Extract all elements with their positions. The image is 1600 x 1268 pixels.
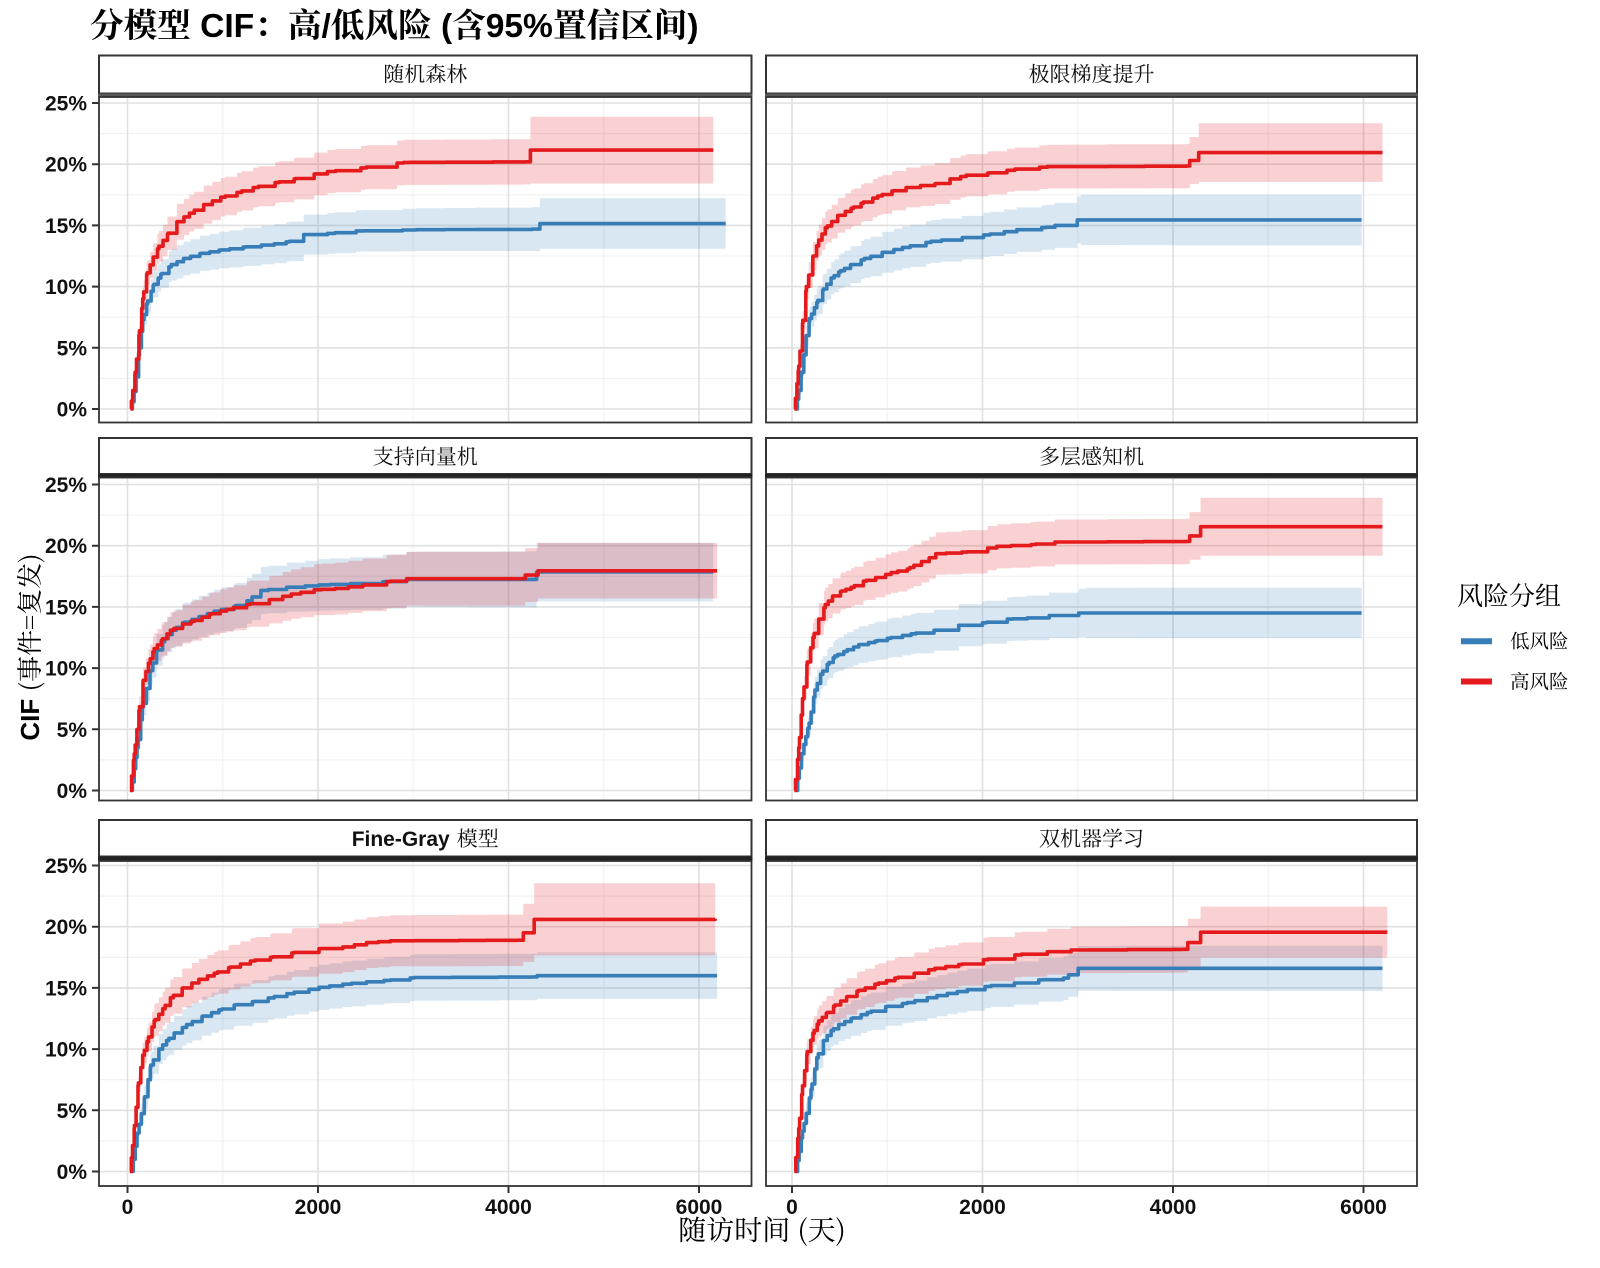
svg-text:4000: 4000	[1150, 1196, 1197, 1219]
svg-text:4000: 4000	[485, 1196, 532, 1219]
svg-text:25%: 25%	[45, 855, 87, 878]
svg-text:CIF: CIF	[15, 699, 45, 741]
svg-text:0: 0	[786, 1196, 798, 1219]
svg-text:20%: 20%	[45, 916, 87, 939]
svg-text:95%: 95%	[486, 8, 553, 45]
svg-text:15%: 15%	[45, 977, 87, 1000]
svg-text:0%: 0%	[57, 780, 88, 803]
svg-text:): )	[687, 8, 698, 45]
svg-text:Fine-Gray: Fine-Gray	[352, 828, 450, 851]
svg-text:20%: 20%	[45, 154, 87, 177]
svg-text:/: /	[322, 8, 331, 45]
svg-text:2000: 2000	[959, 1196, 1006, 1219]
svg-text:2000: 2000	[295, 1196, 342, 1219]
svg-text:5%: 5%	[57, 337, 88, 360]
svg-text:0: 0	[122, 1196, 134, 1219]
svg-text:5%: 5%	[57, 1100, 88, 1123]
svg-text:(: (	[441, 8, 453, 45]
svg-text:25%: 25%	[45, 474, 87, 497]
svg-text:0%: 0%	[57, 399, 88, 422]
svg-text:15%: 15%	[45, 215, 87, 238]
svg-text:15%: 15%	[45, 596, 87, 619]
svg-text:10%: 10%	[45, 276, 87, 299]
svg-text:CIF: CIF	[200, 8, 254, 45]
svg-text:20%: 20%	[45, 535, 87, 558]
svg-text:6000: 6000	[1340, 1196, 1387, 1219]
svg-text:5%: 5%	[57, 719, 88, 742]
svg-text:0%: 0%	[57, 1161, 88, 1184]
svg-text:25%: 25%	[45, 93, 87, 116]
svg-text:10%: 10%	[45, 658, 87, 681]
svg-text:10%: 10%	[45, 1039, 87, 1062]
svg-text:6000: 6000	[676, 1196, 723, 1219]
